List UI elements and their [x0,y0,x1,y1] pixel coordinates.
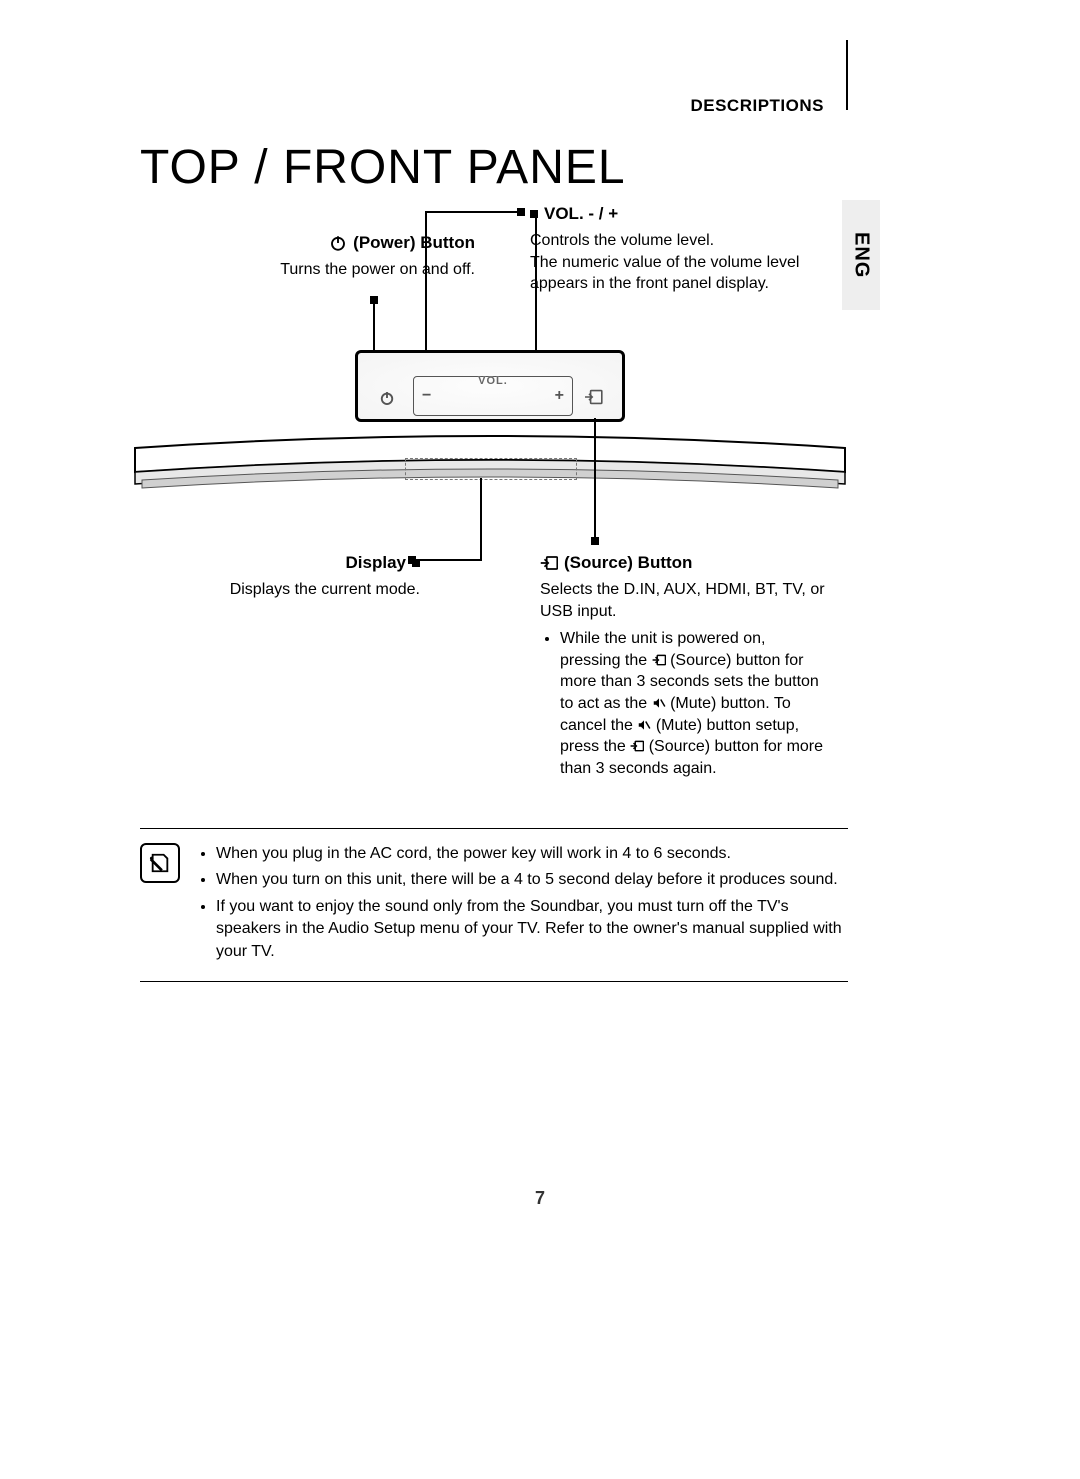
source-icon [630,739,644,753]
notes-list: When you plug in the AC cord, the power … [196,843,848,967]
bullet-square-icon [412,559,420,567]
note-item: When you turn on this unit, there will b… [216,869,848,891]
hr [140,828,848,829]
soundbar-body [130,430,850,550]
vol-label: VOL. [478,375,508,387]
source-title: (Source) Button [564,552,692,575]
volume-title: VOL. - / + [544,203,618,226]
leader-line [425,211,519,213]
power-icon [378,389,396,407]
volume-desc: Controls the volume level. The numeric v… [530,230,830,295]
panel-display [405,458,577,480]
mute-icon [637,718,651,732]
source-desc: Selects the D.IN, AUX, HDMI, BT, TV, or … [540,579,830,622]
language-code: ENG [850,232,873,278]
display-desc: Displays the current mode. [220,579,420,601]
leader-line [414,559,482,561]
leader-end [591,537,599,545]
source-icon [652,653,666,667]
callout-power: (Power) Button Turns the power on and of… [275,232,475,281]
callout-volume: VOL. - / + Controls the volume level. Th… [530,203,830,295]
leader-line [480,478,482,561]
source-note: While the unit is powered on, pressing t… [560,628,830,779]
mute-icon [652,696,666,710]
language-tab: ENG [842,200,880,310]
note-item: If you want to enjoy the sound only from… [216,896,848,963]
power-desc: Turns the power on and off. [275,259,475,281]
notes-section: When you plug in the AC cord, the power … [140,818,848,996]
panel-volume-control[interactable]: VOL. − + [413,376,573,416]
note-icon [140,843,180,883]
source-icon [540,554,558,572]
display-title: Display [346,552,406,575]
callout-source: (Source) Button Selects the D.IN, AUX, H… [540,552,830,781]
hr [140,981,848,982]
vol-minus[interactable]: − [422,387,431,405]
soundbar-diagram: VOL. − + [130,350,850,550]
leader-line [594,418,596,539]
power-icon [329,234,347,252]
callout-display: Display Displays the current mode. [220,552,420,601]
source-icon [583,389,603,405]
page-title: TOP / FRONT PANEL [140,140,626,195]
page-number: 7 [535,1188,545,1209]
power-title: (Power) Button [353,232,475,255]
control-panel: VOL. − + [355,350,625,422]
header-rule [846,40,848,110]
section-label: DESCRIPTIONS [690,96,824,116]
manual-page: DESCRIPTIONS ENG TOP / FRONT PANEL (Powe… [0,0,1080,1479]
vol-plus[interactable]: + [555,387,564,405]
panel-power-button[interactable] [372,389,402,412]
note-item: When you plug in the AC cord, the power … [216,843,848,865]
panel-source-button[interactable] [578,389,608,410]
